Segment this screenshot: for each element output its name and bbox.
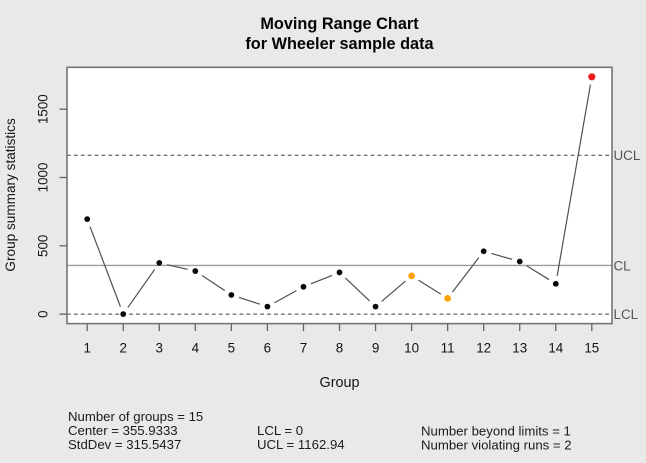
svg-text:Moving Range Chart: Moving Range Chart — [260, 15, 419, 33]
svg-text:Group summary statistics: Group summary statistics — [3, 118, 18, 272]
svg-text:14: 14 — [548, 341, 563, 356]
svg-text:11: 11 — [441, 341, 455, 356]
svg-text:Number beyond limits = 1: Number beyond limits = 1 — [421, 424, 571, 439]
svg-text:Center = 355.9333: Center = 355.9333 — [68, 423, 178, 438]
svg-text:10: 10 — [404, 341, 419, 356]
svg-text:for Wheeler sample data: for Wheeler sample data — [245, 35, 434, 53]
svg-text:9: 9 — [372, 341, 379, 356]
svg-text:2: 2 — [120, 341, 127, 356]
svg-text:UCL = 1162.94: UCL = 1162.94 — [257, 437, 345, 452]
svg-text:Number of groups = 15: Number of groups = 15 — [68, 409, 203, 424]
svg-text:LCL = 0: LCL = 0 — [257, 423, 303, 438]
svg-text:13: 13 — [512, 341, 527, 356]
svg-text:500: 500 — [36, 235, 51, 257]
svg-text:8: 8 — [336, 341, 343, 356]
svg-text:CL: CL — [614, 258, 631, 273]
svg-text:12: 12 — [476, 341, 491, 356]
svg-text:LCL: LCL — [614, 307, 639, 322]
svg-text:4: 4 — [192, 341, 200, 356]
svg-text:3: 3 — [156, 341, 163, 356]
svg-text:1000: 1000 — [36, 163, 51, 193]
svg-text:StdDev = 315.5437: StdDev = 315.5437 — [68, 437, 181, 452]
svg-text:5: 5 — [228, 341, 235, 356]
svg-text:7: 7 — [300, 341, 307, 356]
svg-text:1500: 1500 — [36, 94, 51, 124]
svg-text:15: 15 — [584, 341, 599, 356]
svg-text:6: 6 — [264, 341, 271, 356]
svg-text:1: 1 — [83, 341, 90, 356]
svg-text:0: 0 — [36, 310, 51, 317]
svg-text:UCL: UCL — [614, 148, 641, 163]
svg-text:Group: Group — [320, 375, 360, 391]
svg-text:Number violating runs = 2: Number violating runs = 2 — [421, 438, 572, 453]
